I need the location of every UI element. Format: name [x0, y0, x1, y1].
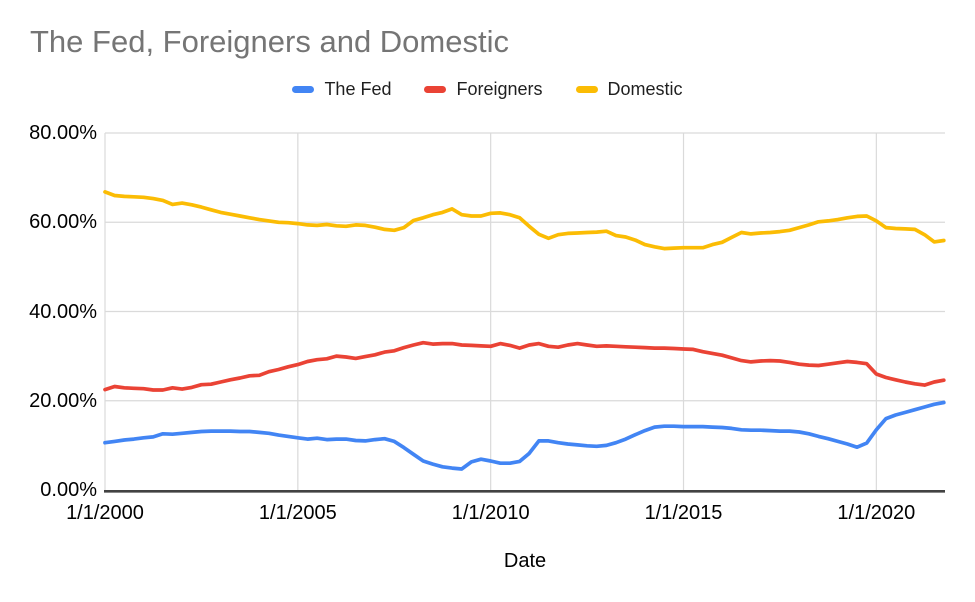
- legend-item-foreigners[interactable]: Foreigners: [424, 79, 543, 100]
- x-tick-label: 1/1/2020: [837, 502, 916, 524]
- x-tick-label: 1/1/2015: [644, 502, 723, 524]
- y-tick-label: 20.00%: [29, 389, 97, 412]
- series-line-foreigners[interactable]: [103, 340, 946, 392]
- x-tick-label: 1/1/2010: [451, 502, 530, 524]
- legend-swatch-foreigners-icon: [424, 86, 447, 93]
- legend: The Fed Foreigners Domestic: [0, 79, 975, 100]
- series-line-domestic[interactable]: [103, 190, 946, 251]
- x-tick-label: 1/1/2000: [66, 502, 144, 524]
- x-axis-title: Date: [503, 550, 547, 572]
- legend-item-the-fed[interactable]: The Fed: [292, 79, 391, 100]
- y-tick-label: 80.00%: [29, 122, 97, 144]
- y-tick-label: 60.00%: [29, 211, 97, 234]
- y-tick-label: 40.00%: [29, 300, 97, 323]
- legend-item-domestic[interactable]: Domestic: [575, 79, 683, 100]
- legend-swatch-the-fed-icon: [292, 86, 315, 93]
- legend-label-the-fed: The Fed: [324, 79, 392, 99]
- x-tick-label: 1/1/2005: [258, 502, 337, 524]
- legend-swatch-domestic-icon: [575, 86, 598, 93]
- series-line-the-fed[interactable]: [103, 400, 946, 471]
- legend-label-foreigners: Foreigners: [456, 79, 543, 99]
- legend-label-domestic: Domestic: [607, 79, 683, 99]
- y-tick-label: 0.00%: [40, 479, 97, 501]
- chart-title: The Fed, Foreigners and Domestic: [30, 24, 509, 59]
